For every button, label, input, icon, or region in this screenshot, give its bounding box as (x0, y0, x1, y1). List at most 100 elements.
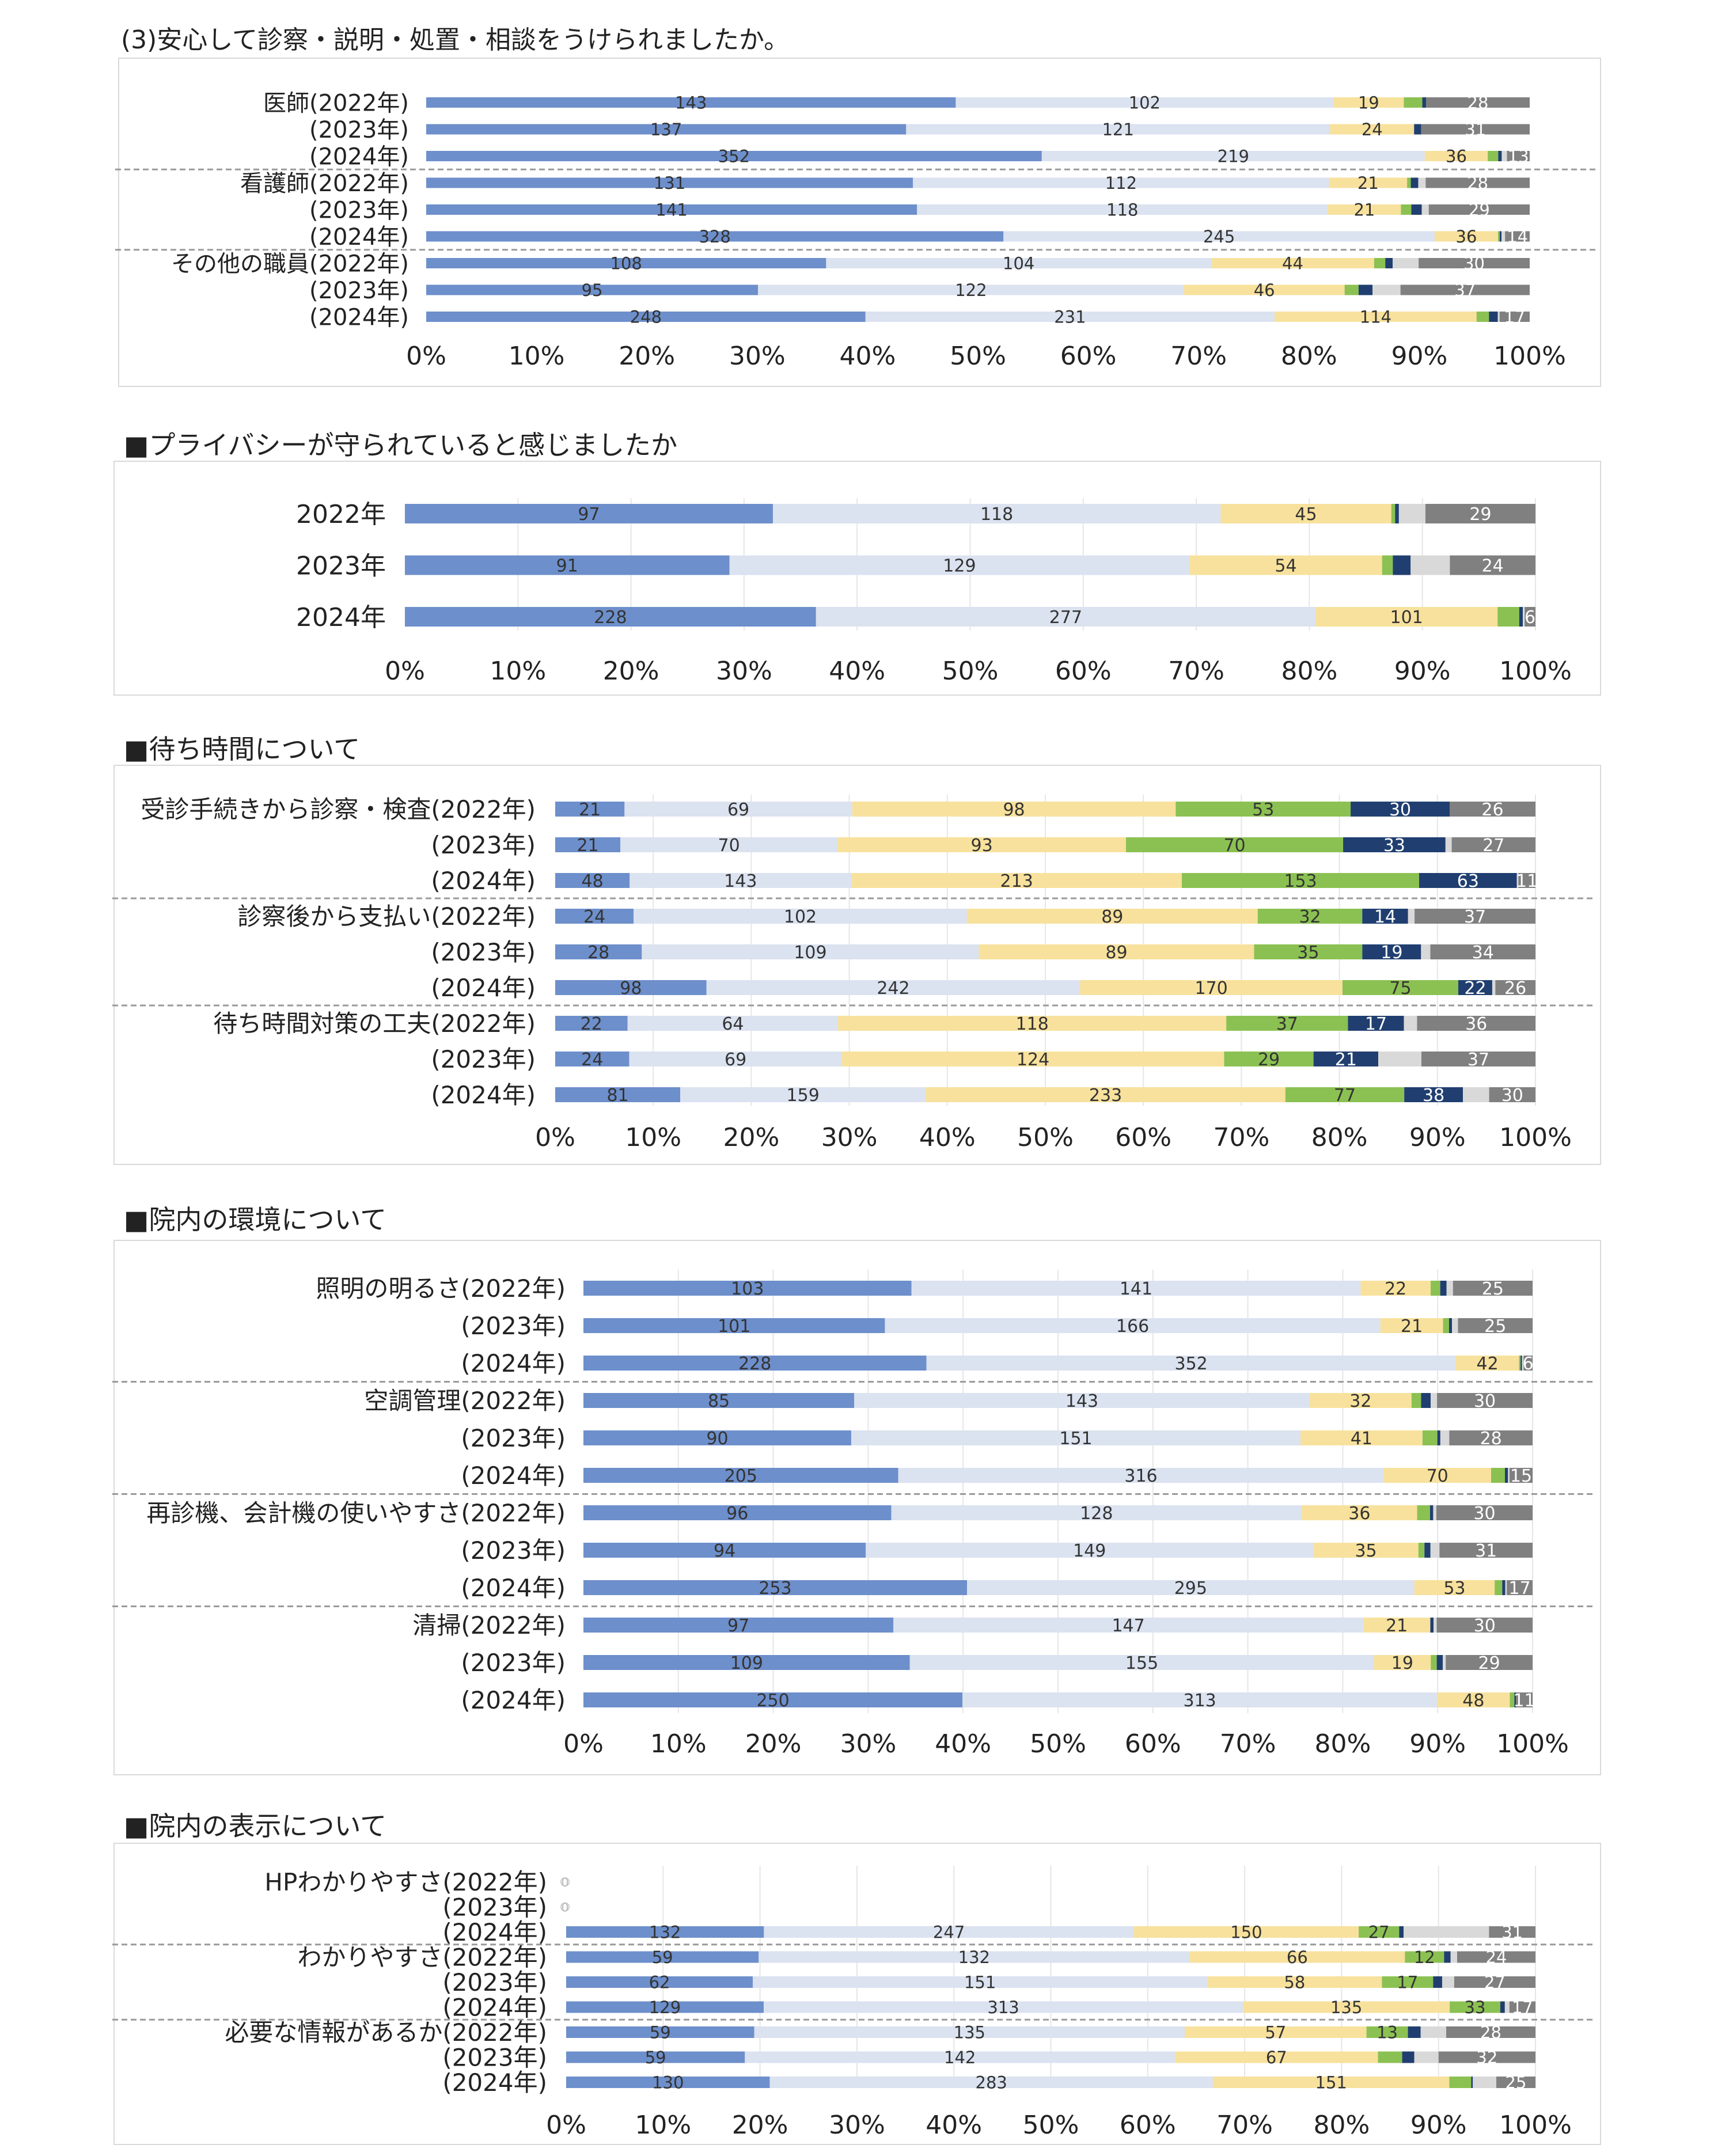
bar-segment (1383, 1468, 1491, 1483)
data-label: 31 (1465, 120, 1486, 139)
bar-segment (1496, 2077, 1535, 2088)
bar-segment (1449, 1430, 1533, 1445)
data-label: 37 (1467, 1050, 1489, 1070)
data-label: 45 (1295, 504, 1317, 525)
data-label: 69 (727, 800, 749, 820)
empty-marker (560, 1877, 570, 1886)
data-label: 129 (649, 1998, 681, 2017)
data-label: 128 (1080, 1504, 1113, 1524)
category-label: その他の職員(2022年) (171, 250, 409, 277)
bar-segment (405, 607, 816, 627)
empty-marker (560, 1902, 570, 1912)
section-2-title: ■プライバシーが守られていると感じましたか (124, 430, 678, 461)
data-label: 93 (970, 836, 992, 856)
data-label: 155 (1125, 1653, 1158, 1673)
x-tick-label: 40% (919, 1123, 976, 1152)
bar-segment (706, 980, 1080, 995)
data-label: 70 (718, 836, 740, 856)
data-label: 30 (1473, 1504, 1495, 1524)
bar-segment (1489, 1926, 1535, 1938)
category-label: (2023年) (442, 1893, 547, 1922)
bar-segment (926, 1087, 1286, 1102)
bar-segment (583, 1692, 963, 1707)
bar-segment (1330, 124, 1415, 135)
bar-segment (1408, 909, 1415, 924)
x-tick-label: 70% (1216, 2111, 1273, 2140)
bar-segment (1342, 980, 1458, 995)
bar-segment (1351, 802, 1450, 817)
data-label: 97 (727, 1616, 749, 1636)
data-label: 96 (726, 1504, 748, 1524)
bar-segment (630, 873, 852, 888)
bar-segment (1404, 1087, 1463, 1102)
bar-segment (1450, 2001, 1500, 2013)
data-label: 35 (1355, 1541, 1376, 1561)
bar-segment (1374, 1655, 1431, 1670)
bar-segment (634, 909, 967, 924)
data-label: 30 (1389, 800, 1411, 820)
bar-segment (1523, 1356, 1533, 1371)
data-label: 247 (933, 1922, 965, 1942)
bar-segment (1362, 944, 1421, 959)
data-label: 14 (1507, 227, 1528, 246)
bar-segment (1433, 1505, 1436, 1520)
bar-segment (1220, 504, 1391, 523)
data-label: 24 (583, 907, 605, 927)
data-label: 35 (1297, 943, 1319, 963)
bar-segment (1430, 944, 1535, 959)
data-label: 32 (1476, 2048, 1497, 2067)
data-label: 219 (1218, 146, 1249, 166)
bar-segment (583, 1505, 892, 1520)
x-tick-label: 80% (1281, 341, 1337, 371)
x-tick-label: 0% (563, 1729, 604, 1759)
data-label: 27 (1482, 836, 1504, 856)
x-tick-label: 100% (1499, 656, 1572, 686)
bar-segment (1439, 1543, 1533, 1558)
bar-segment (1313, 1543, 1419, 1558)
data-label: 81 (606, 1085, 628, 1106)
category-label: (2024年) (309, 304, 409, 331)
x-tick-label: 100% (1499, 1123, 1572, 1152)
bar-segment (583, 1543, 866, 1558)
bar-segment (1393, 555, 1411, 575)
data-label: 114 (1360, 307, 1391, 327)
x-tick-label: 30% (716, 656, 772, 686)
data-label: 143 (724, 871, 757, 891)
bar-segment (1450, 555, 1535, 575)
category-label: (2023年) (309, 197, 409, 223)
category-label: (2024年) (431, 974, 536, 1002)
x-tick-label: 60% (1055, 656, 1112, 686)
bar-segment (1243, 2001, 1450, 2013)
bar-segment (1421, 1393, 1431, 1408)
bar-segment (1358, 284, 1373, 295)
bar-segment (1421, 204, 1429, 215)
x-tick-label: 0% (546, 2111, 586, 2140)
bar-segment (909, 1655, 1374, 1670)
data-label: 352 (1175, 1354, 1208, 1374)
category-label: わかりやすさ(2022年) (297, 1944, 547, 1972)
bar-segment (854, 1393, 1310, 1408)
bar-segment (1519, 1356, 1521, 1371)
bar-segment (1374, 258, 1386, 268)
bar-segment (1417, 1016, 1535, 1031)
bar-segment (1501, 231, 1506, 242)
data-label: 30 (1474, 1391, 1496, 1411)
bar-segment (1414, 124, 1421, 135)
category-label: 2023年 (296, 551, 386, 580)
bar-segment (555, 1087, 681, 1102)
x-tick-label: 10% (625, 1123, 681, 1152)
data-label: 6 (1525, 608, 1535, 628)
data-label: 104 (1003, 253, 1034, 273)
bar-segment (1525, 607, 1535, 627)
data-label: 26 (1504, 978, 1526, 999)
bar-segment (1471, 2077, 1473, 2088)
data-label: 13 (1376, 2022, 1398, 2042)
bar-segment (555, 909, 634, 924)
x-tick-label: 70% (1214, 1123, 1270, 1152)
category-label: (2024年) (431, 1081, 536, 1109)
x-tick-label: 70% (1170, 341, 1227, 371)
data-label: 124 (1017, 1050, 1049, 1070)
bar-segment (1489, 1087, 1535, 1102)
bar-segment (426, 231, 1004, 242)
category-label: (2024年) (442, 2068, 547, 2097)
